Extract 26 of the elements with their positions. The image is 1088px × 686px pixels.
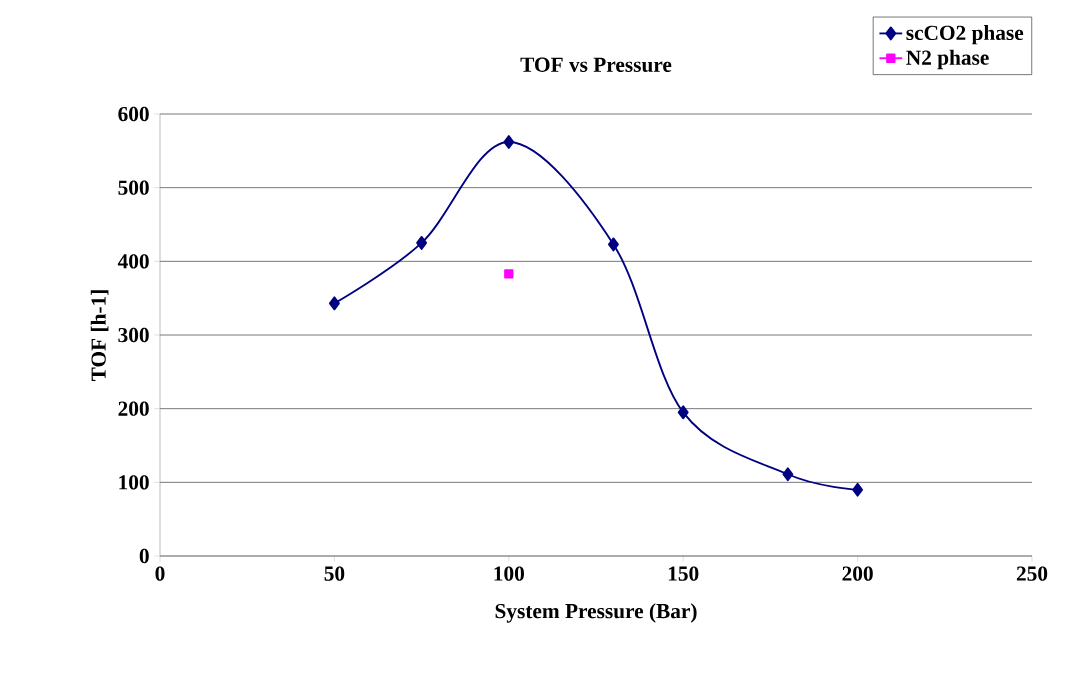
- x-tick-label: 250: [1016, 566, 1048, 581]
- point: [416, 235, 428, 250]
- y-tick-label: 500: [118, 180, 149, 195]
- y-tick-label: 600: [118, 106, 149, 122]
- point: [608, 237, 619, 252]
- point: [503, 135, 515, 149]
- point: [504, 269, 514, 279]
- x-tick-label: 200: [842, 566, 873, 581]
- chart-title: TOF vs Pressure: [520, 57, 672, 72]
- point: [677, 405, 689, 420]
- legend-label: scCO2 phase: [906, 25, 1024, 45]
- x-tick-label: 50: [324, 566, 345, 581]
- x-tick-label: 0: [155, 566, 165, 581]
- point: [328, 296, 340, 311]
- point: [782, 467, 794, 482]
- y-tick-label: 300: [118, 327, 149, 343]
- y-tick-label: 200: [118, 401, 149, 416]
- y-tick-label: 400: [117, 254, 149, 269]
- legend-label: N2 phase: [906, 49, 989, 70]
- y-tick-label: 100: [119, 475, 149, 490]
- x-axis-title: System Pressure (Bar): [495, 603, 697, 623]
- x-tick-label: 100: [494, 566, 524, 581]
- point: [852, 482, 864, 497]
- y-axis-title: TOF [h-1]: [90, 290, 109, 381]
- x-tick-label: 150: [668, 566, 699, 581]
- y-tick-label: 0: [139, 548, 149, 564]
